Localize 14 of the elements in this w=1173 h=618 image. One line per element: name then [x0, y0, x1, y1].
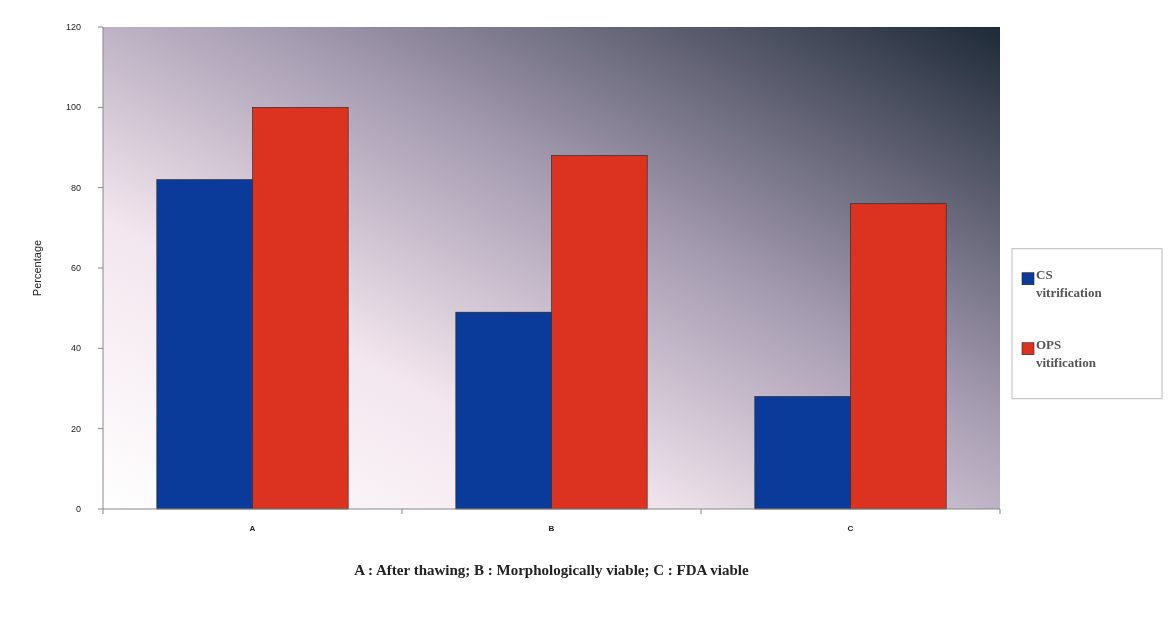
x-tick-label: C — [847, 524, 854, 533]
x-tick-label: B — [548, 524, 555, 533]
legend-label: CS vitrification — [1036, 266, 1103, 300]
legend-label: OPS vitification — [1036, 336, 1097, 370]
y-tick-label: 0 — [75, 504, 81, 515]
y-tick-label: 60 — [70, 263, 81, 274]
y-tick-label: 80 — [70, 182, 81, 193]
y-tick-label: 40 — [70, 343, 81, 354]
text: A : After thawing; B : Morphologically viable; C : FDA viable — [354, 562, 749, 578]
y-tick-label: 20 — [70, 423, 81, 434]
y-tick-label: 100 — [65, 102, 81, 113]
y-tick-label: 120 — [65, 22, 81, 33]
x-tick-label: A — [249, 524, 256, 533]
y-axis-title: Percentage — [31, 239, 43, 297]
